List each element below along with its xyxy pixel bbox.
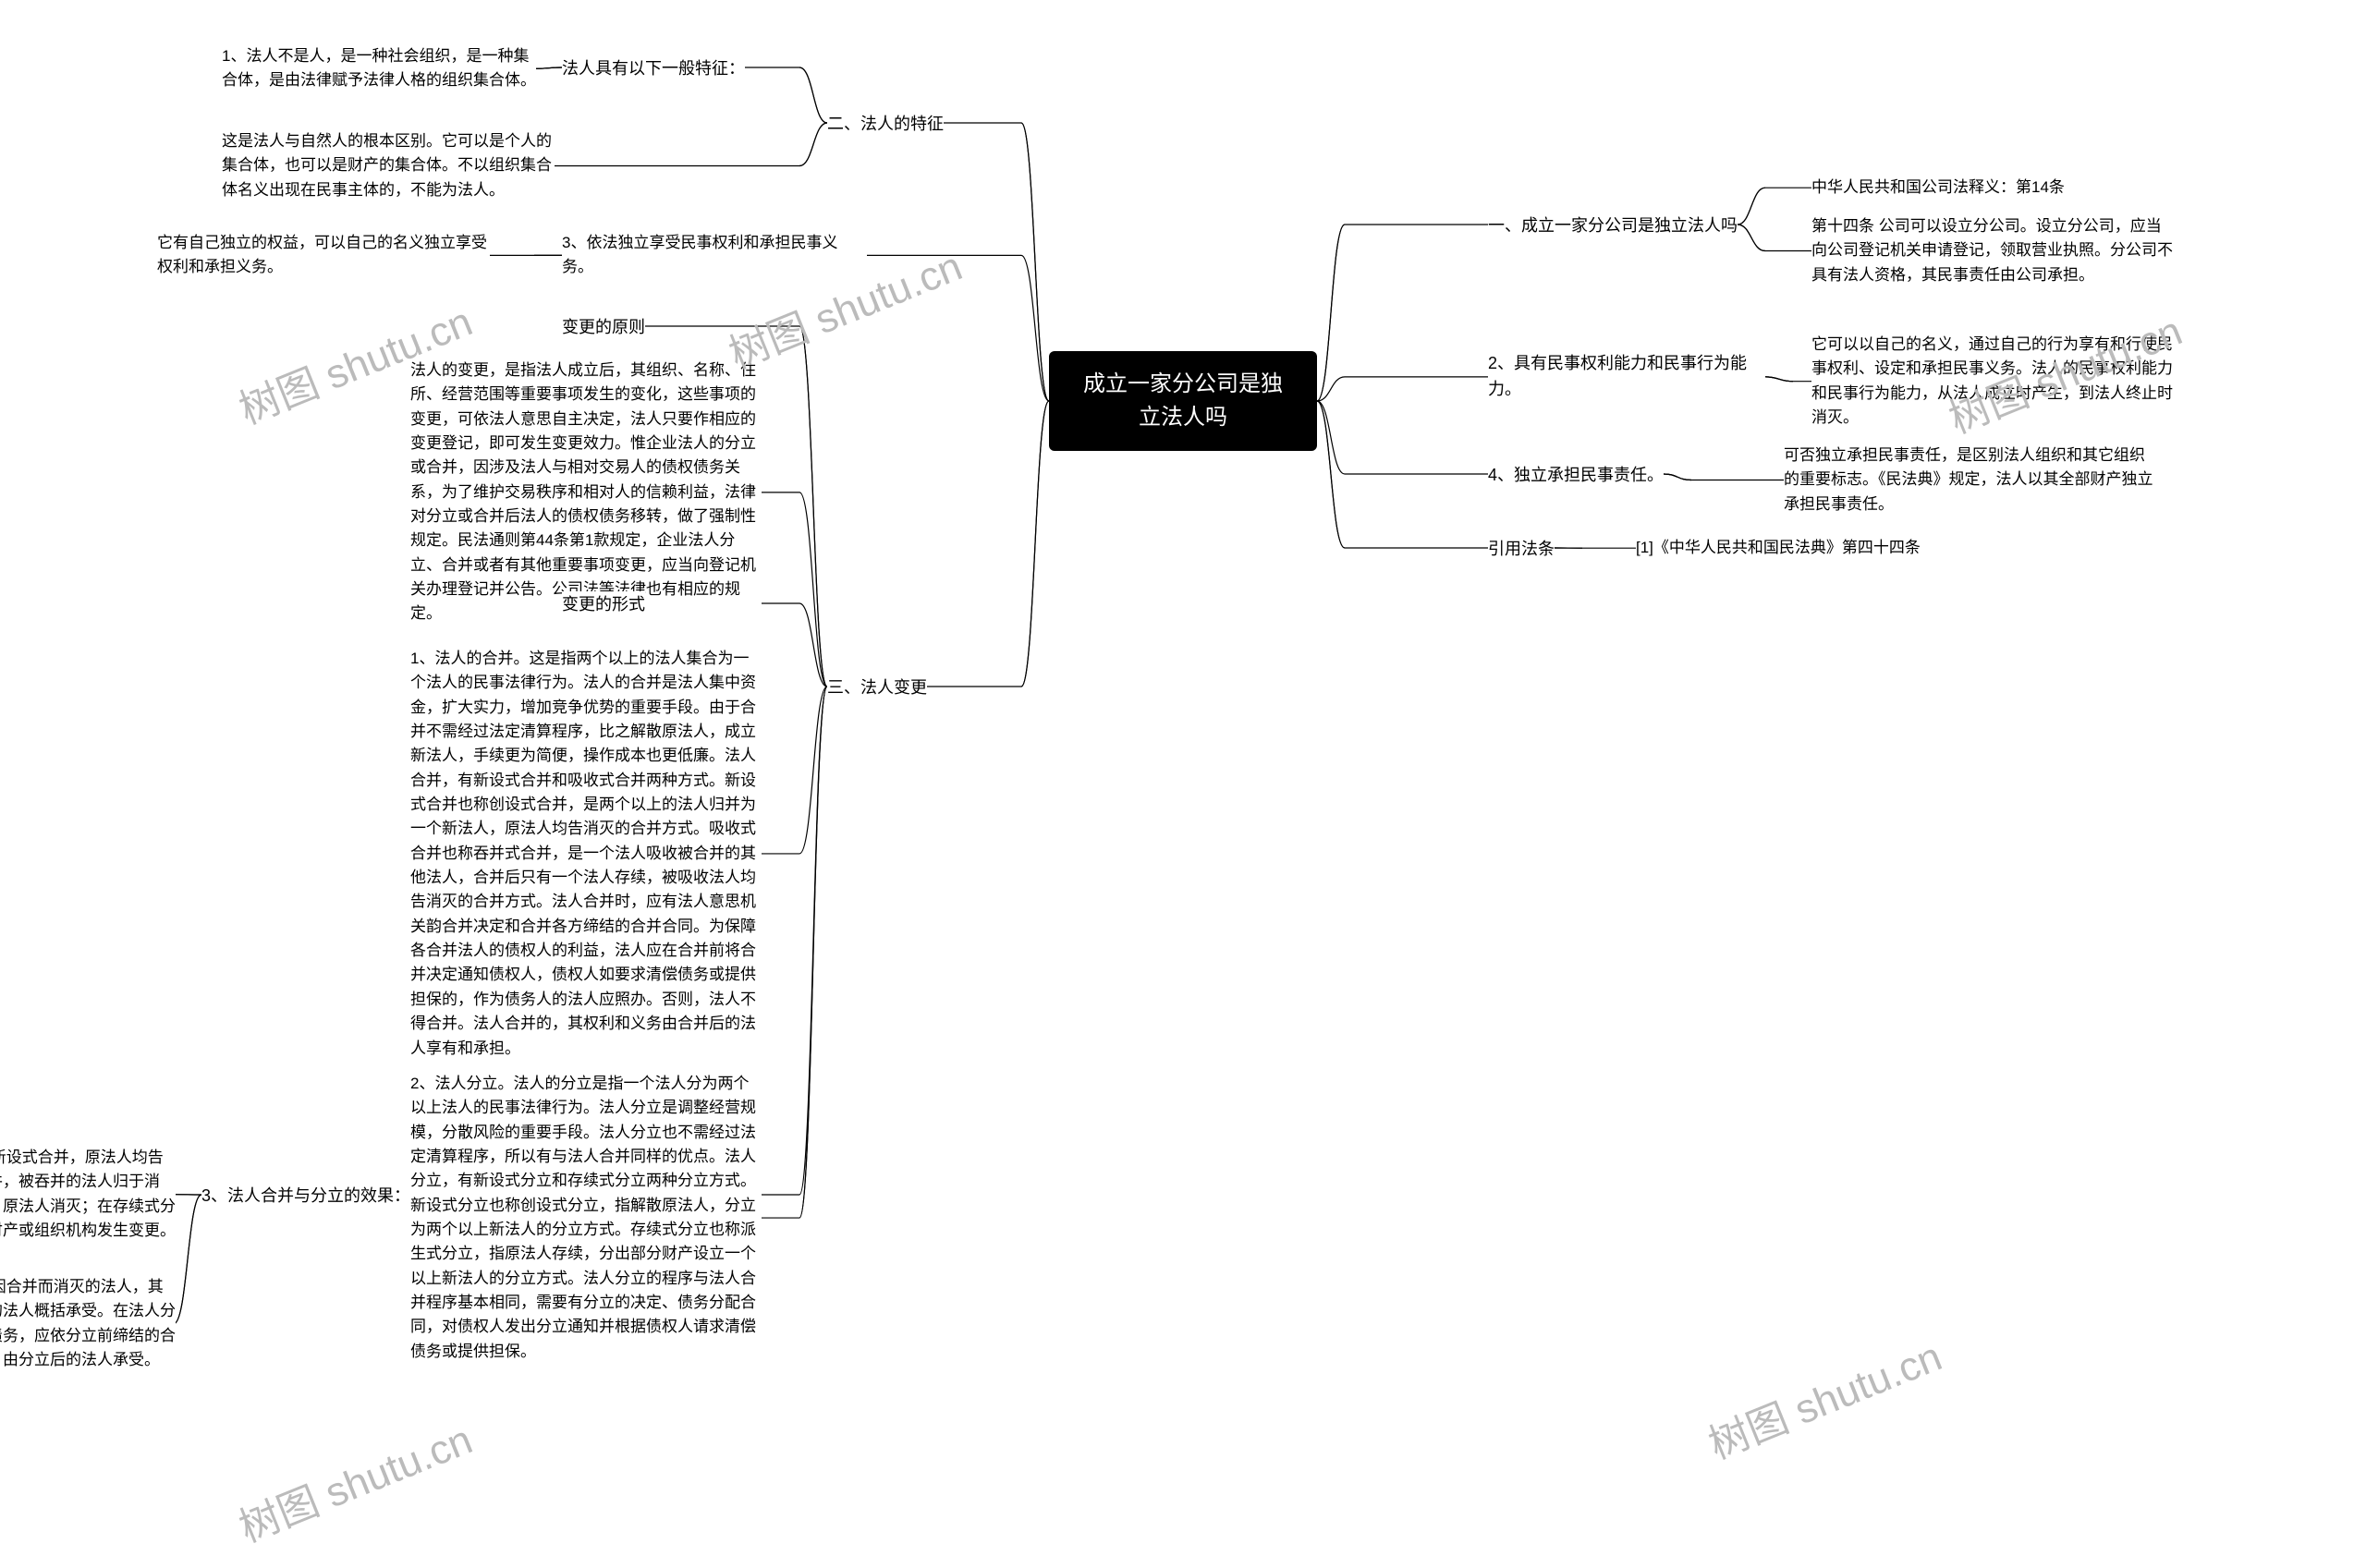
node-l3f: 3、法人合并与分立的效果：	[201, 1183, 410, 1207]
node-l1: 二、法人的特征	[827, 111, 944, 135]
leaf-text: (1)法人之消灭。在新设式合并，原法人均告消灭；在吸收式合并，被吞并的法人归于消…	[0, 1149, 176, 1239]
leaf-text: 它可以以自己的名义，通过自己的行为享有和行使民事权利、设定和承担民事义务。法人的…	[1811, 335, 2173, 426]
node-r3: 4、独立承担民事责任。	[1488, 462, 1664, 486]
leaf-text: 1、法人不是人，是一种社会组织，是一种集合体，是由法律赋予法律人格的组织集合体。	[222, 47, 536, 89]
node-r2a: 它可以以自己的名义，通过自己的行为享有和行使民事权利、设定和承担民事义务。法人的…	[1811, 333, 2181, 430]
node-l3f2: (2)债权债务承受。因合并而消灭的法人，其债权债务由合并后的法人概括承受。在法人…	[0, 1275, 176, 1372]
leaf-text: [1]《中华人民共和国民法典》第四十四条	[1636, 539, 1921, 556]
branch-label: 变更的形式	[562, 595, 645, 614]
node-l2: 3、依法独立享受民事权利和承担民事义务。	[562, 231, 867, 280]
node-l1a: 法人具有以下一般特征：	[562, 55, 745, 79]
watermark-text: 树图 shutu.cn	[1702, 1334, 1948, 1468]
node-l1b: 这是法人与自然人的根本区别。它可以是个人的集合体，也可以是财产的集合体。不以组织…	[222, 129, 555, 202]
branch-label: 引用法条	[1488, 540, 1555, 558]
node-r2: 2、具有民事权利能力和民事行为能力。	[1488, 351, 1765, 403]
leaf-text: 中华人民共和国公司法释义：第14条	[1811, 178, 2065, 196]
node-r3a: 可否独立承担民事责任，是区别法人组织和其它组织的重要标志。《民法典》规定，法人以…	[1784, 444, 2153, 517]
leaf-text: 1、法人的合并。这是指两个以上的法人集合为一个法人的民事法律行为。法人的合并是法…	[410, 650, 756, 1057]
node-l3c: 变更的形式	[562, 591, 645, 615]
leaf-text: 法人的变更，是指法人成立后，其组织、名称、住所、经营范围等重要事项发生的变化，这…	[410, 361, 756, 622]
leaf-text: 第十四条 公司可以设立分公司。设立分公司，应当向公司登记机关申请登记，领取营业执…	[1811, 217, 2173, 284]
node-l3e: 2、法人分立。法人的分立是指一个法人分为两个以上法人的民事法律行为。法人分立是调…	[410, 1072, 762, 1364]
watermark: 树图 shutu.cn	[1699, 1323, 1949, 1470]
node-l3f1: (1)法人之消灭。在新设式合并，原法人均告消灭；在吸收式合并，被吞并的法人归于消…	[0, 1146, 176, 1243]
node-l1a1: 1、法人不是人，是一种社会组织，是一种集合体，是由法律赋予法律人格的组织集合体。	[222, 44, 536, 93]
watermark-text: 树图 shutu.cn	[233, 1417, 479, 1551]
leaf-text: 这是法人与自然人的根本区别。它可以是个人的集合体，也可以是财产的集合体。不以组织…	[222, 132, 552, 199]
node-r4a: [1]《中华人民共和国民法典》第四十四条	[1636, 536, 2024, 560]
branch-label: 法人具有以下一般特征：	[562, 59, 745, 78]
branch-label: 一、成立一家分公司是独立法人吗	[1488, 216, 1738, 235]
leaf-text: 2、法人分立。法人的分立是指一个法人分为两个以上法人的民事法律行为。法人分立是调…	[410, 1075, 756, 1360]
node-r1: 一、成立一家分公司是独立法人吗	[1488, 213, 1738, 237]
node-l3: 三、法人变更	[827, 675, 927, 699]
node-l2a: 它有自己独立的权益，可以自己的名义独立享受权利和承担义务。	[157, 231, 490, 280]
leaf-text: (2)债权债务承受。因合并而消灭的法人，其债权债务由合并后的法人概括承受。在法人…	[0, 1278, 176, 1368]
node-r1a: 中华人民共和国公司法释义：第14条	[1811, 176, 2172, 200]
branch-label: 三、法人变更	[827, 678, 927, 697]
leaf-text: 可否独立承担民事责任，是区别法人组织和其它组织的重要标志。《民法典》规定，法人以…	[1784, 446, 2153, 513]
node-l3d: 1、法人的合并。这是指两个以上的法人集合为一个法人的民事法律行为。法人的合并是法…	[410, 647, 762, 1061]
branch-label: 3、依法独立享受民事权利和承担民事义务。	[562, 234, 837, 275]
leaf-text: 它有自己独立的权益，可以自己的名义独立享受权利和承担义务。	[157, 234, 487, 275]
branch-label: 4、独立承担民事责任。	[1488, 466, 1664, 484]
branch-label: 3、法人合并与分立的效果：	[201, 1186, 410, 1205]
branch-label: 2、具有民事权利能力和民事行为能力。	[1488, 354, 1747, 398]
root-node: 成立一家分公司是独立法人吗	[1049, 351, 1317, 451]
node-r1b: 第十四条 公司可以设立分公司。设立分公司，应当向公司登记机关申请登记，领取营业执…	[1811, 214, 2177, 287]
node-l3b: 法人的变更，是指法人成立后，其组织、名称、住所、经营范围等重要事项发生的变化，这…	[410, 359, 762, 626]
branch-label: 二、法人的特征	[827, 115, 944, 133]
node-l3a: 变更的原则	[562, 314, 645, 338]
root-label: 成立一家分公司是独立法人吗	[1083, 371, 1283, 430]
branch-label: 变更的原则	[562, 318, 645, 336]
node-r4: 引用法条	[1488, 536, 1555, 560]
watermark: 树图 shutu.cn	[229, 1406, 480, 1553]
